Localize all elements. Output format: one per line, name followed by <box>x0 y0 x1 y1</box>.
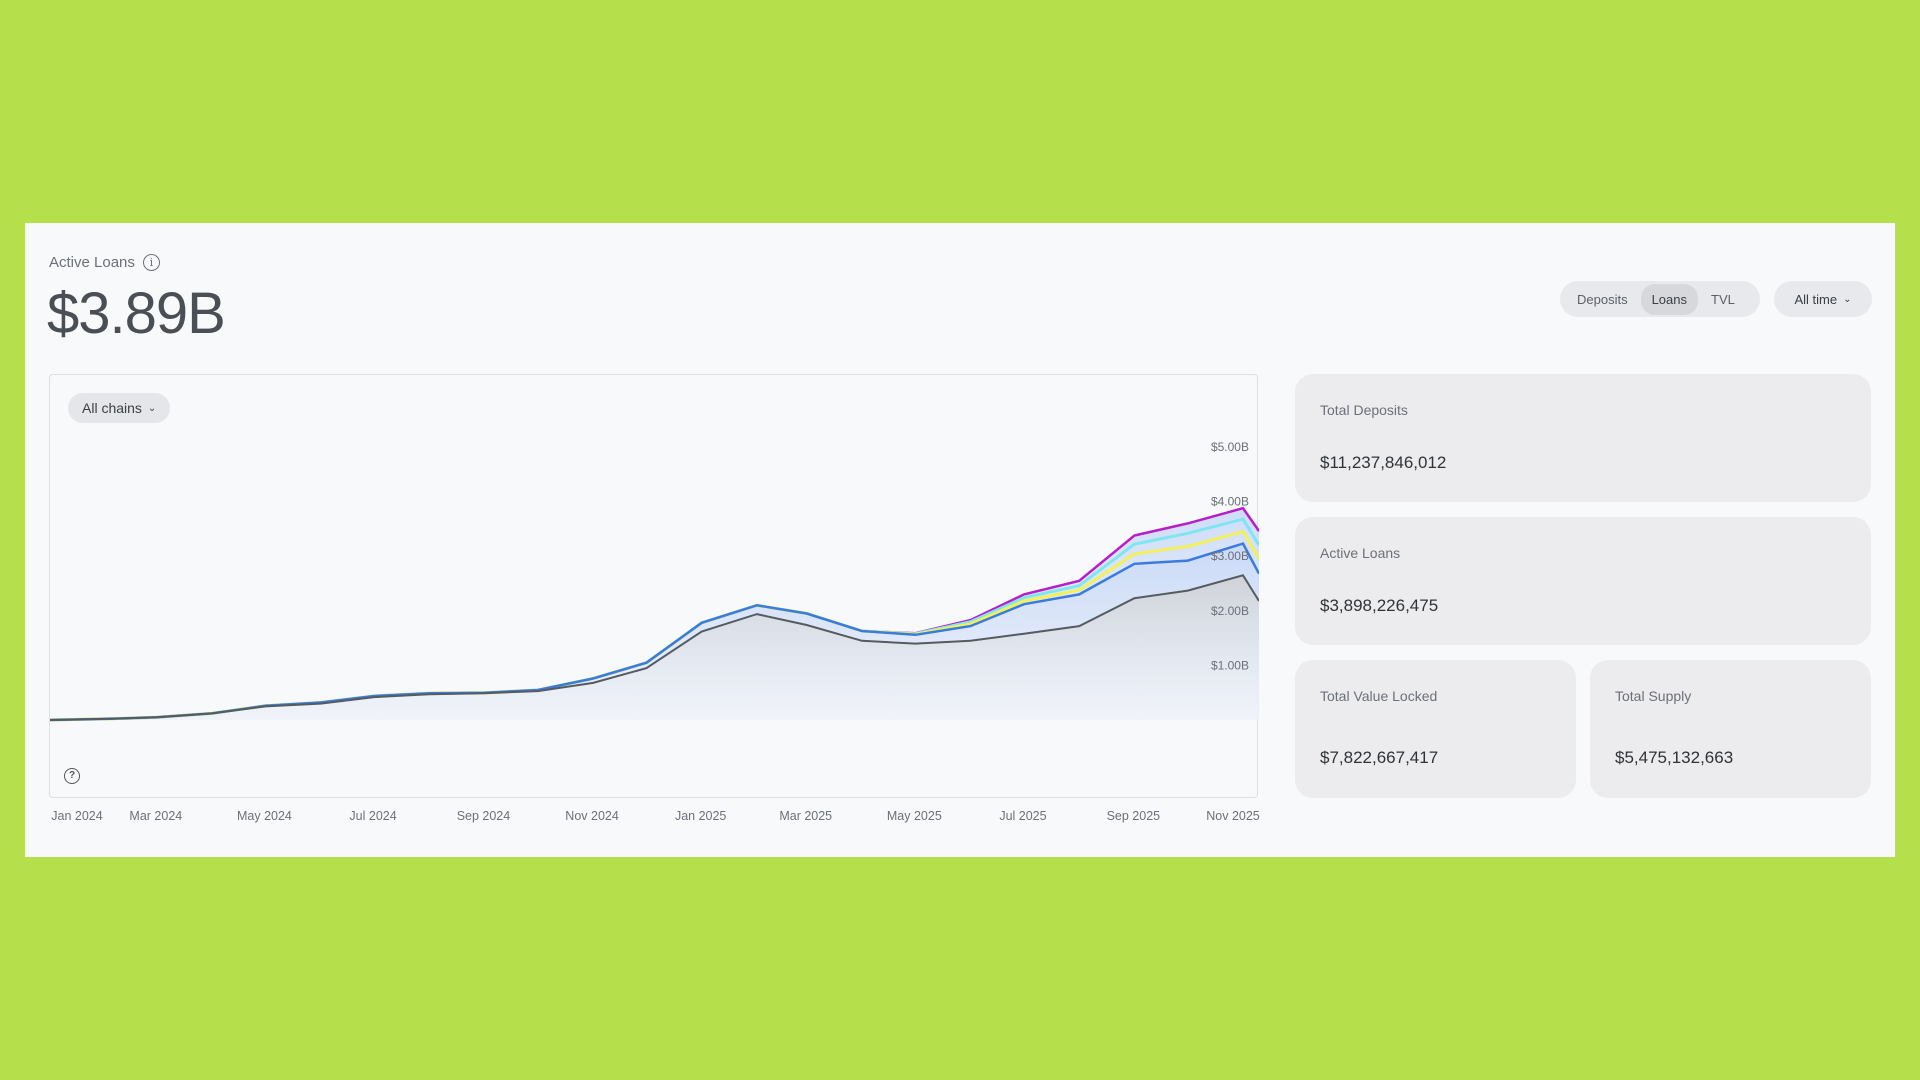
time-range-label: All time <box>1794 291 1838 307</box>
x-tick-label: Jan 2024 <box>51 809 103 823</box>
x-tick-label: Jan 2025 <box>674 809 727 823</box>
info-icon[interactable]: i <box>142 254 160 271</box>
toggle-deposits[interactable]: Deposits <box>1577 291 1628 307</box>
stat-value: $11,237,846,012 <box>1320 453 1447 472</box>
x-tick-label: Sep 2024 <box>456 809 511 823</box>
stat-value: $3,898,226,475 <box>1320 596 1439 615</box>
x-tick-label: Jul 2025 <box>999 809 1047 823</box>
stat-label: Active Loans <box>1320 545 1401 561</box>
stat-card-total-value-locked: Total Value Locked $7,822,667,417 <box>1295 660 1576 798</box>
toggle-loans[interactable]: Loans <box>1640 283 1698 315</box>
area-base <box>50 575 1259 720</box>
stat-card-total-deposits: Total Deposits $11,237,846,012 <box>1295 374 1871 502</box>
y-tick-label: $5.00B <box>1211 440 1249 454</box>
stat-card-active-loans: Active Loans $3,898,226,475 <box>1295 517 1871 645</box>
stat-label: Total Deposits <box>1320 402 1408 418</box>
stat-label: Total Value Locked <box>1320 688 1438 704</box>
stat-value: $5,475,132,663 <box>1615 748 1734 767</box>
x-tick-label: Mar 2025 <box>779 809 833 823</box>
stat-label: Total Supply <box>1615 688 1692 704</box>
chart-container: $1.00B $2.00B $3.00B $4.00B $5.00B All chain… <box>49 374 1259 798</box>
y-tick-label: $4.00B <box>1211 495 1249 509</box>
y-tick-label: $2.00B <box>1211 604 1249 618</box>
y-tick-label: $3.00B <box>1211 549 1249 563</box>
time-range-select[interactable]: All time ⌄ <box>1774 281 1872 317</box>
metric-toggle: Deposits Loans TVL <box>1560 281 1760 317</box>
x-tick-label: May 2024 <box>236 809 292 823</box>
stat-value: $7,822,667,417 <box>1320 748 1439 767</box>
chevron-down-icon: ⌄ <box>147 402 157 414</box>
x-axis: Jan 2024 Mar 2024 May 2024 Jul 2024 Sep 2024… <box>49 809 1261 829</box>
header-label-row: Active Loans i <box>49 254 160 271</box>
headline-value: $3.89B <box>47 281 226 346</box>
area-chart: $1.00B $2.00B $3.00B $4.00B $5.00B <box>50 440 1259 722</box>
x-tick-label: Sep 2025 <box>1106 809 1161 823</box>
chain-select-label: All chains <box>82 400 142 416</box>
series-line-base <box>50 574 1259 721</box>
x-tick-label: Mar 2024 <box>129 809 183 823</box>
chain-select[interactable]: All chains ⌄ <box>68 393 171 423</box>
y-tick-label: $1.00B <box>1211 658 1249 672</box>
help-icon[interactable]: ? <box>64 768 80 784</box>
header-label: Active Loans <box>49 254 135 271</box>
toggle-tvl[interactable]: TVL <box>1711 291 1735 307</box>
stat-card-total-supply: Total Supply $5,475,132,663 <box>1590 660 1871 798</box>
chevron-down-icon: ⌄ <box>1843 293 1852 305</box>
x-tick-label: May 2025 <box>886 809 942 823</box>
x-tick-label: Nov 2025 <box>1206 809 1260 823</box>
x-tick-label: Nov 2024 <box>565 809 619 823</box>
x-tick-label: Jul 2024 <box>349 809 397 823</box>
dashboard-panel: Active Loans i $3.89B Deposits Loans TVL… <box>25 223 1895 857</box>
